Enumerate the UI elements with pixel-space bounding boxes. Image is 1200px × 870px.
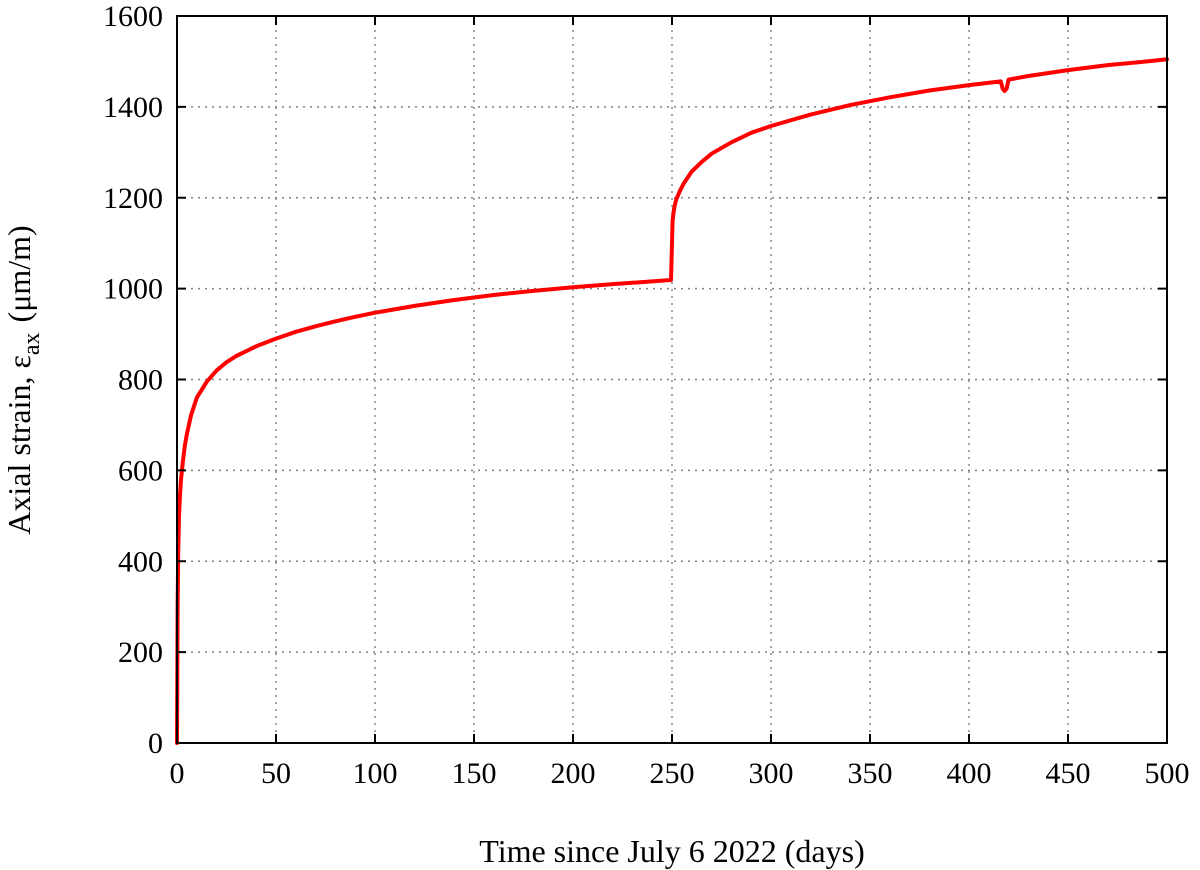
y-axis-label: Axial strain, εax (μm/m) <box>1 225 45 534</box>
x-tick-label: 500 <box>1145 757 1190 790</box>
x-tick-label: 0 <box>170 757 185 790</box>
x-tick-label: 250 <box>650 757 695 790</box>
series-line <box>175 57 1169 745</box>
x-tick-label: 150 <box>452 757 497 790</box>
y-tick-label: 400 <box>118 545 163 578</box>
x-tick-label: 400 <box>947 757 992 790</box>
x-tick-label: 350 <box>848 757 893 790</box>
x-tick-label: 300 <box>749 757 794 790</box>
y-tick-label: 1200 <box>103 182 163 215</box>
y-tick-label: 1000 <box>103 273 163 306</box>
tick-layer <box>176 15 1168 744</box>
y-tick-label: 0 <box>148 727 163 760</box>
grid-layer <box>177 16 1167 743</box>
y-tick-label: 800 <box>118 364 163 397</box>
y-axis-label-unit: (μm/m) <box>1 225 37 322</box>
x-axis-label: Time since July 6 2022 (days) <box>479 833 864 869</box>
y-tick-label: 1400 <box>103 91 163 124</box>
x-tick-label: 450 <box>1046 757 1091 790</box>
y-axis-label-main: Axial strain, ε <box>1 355 37 535</box>
label-layer: 0 50 100 150 200 250 300 350 400 450 500 0 200 400 600… <box>103 0 1190 790</box>
x-tick-label: 200 <box>551 757 596 790</box>
x-tick-label: 100 <box>353 757 398 790</box>
y-axis-label-subscript: ax <box>19 332 45 355</box>
y-tick-label: 1600 <box>103 0 163 33</box>
y-tick-label: 200 <box>118 636 163 669</box>
x-tick-label: 50 <box>261 757 291 790</box>
series-layer <box>175 57 1169 745</box>
y-tick-label: 600 <box>118 454 163 487</box>
